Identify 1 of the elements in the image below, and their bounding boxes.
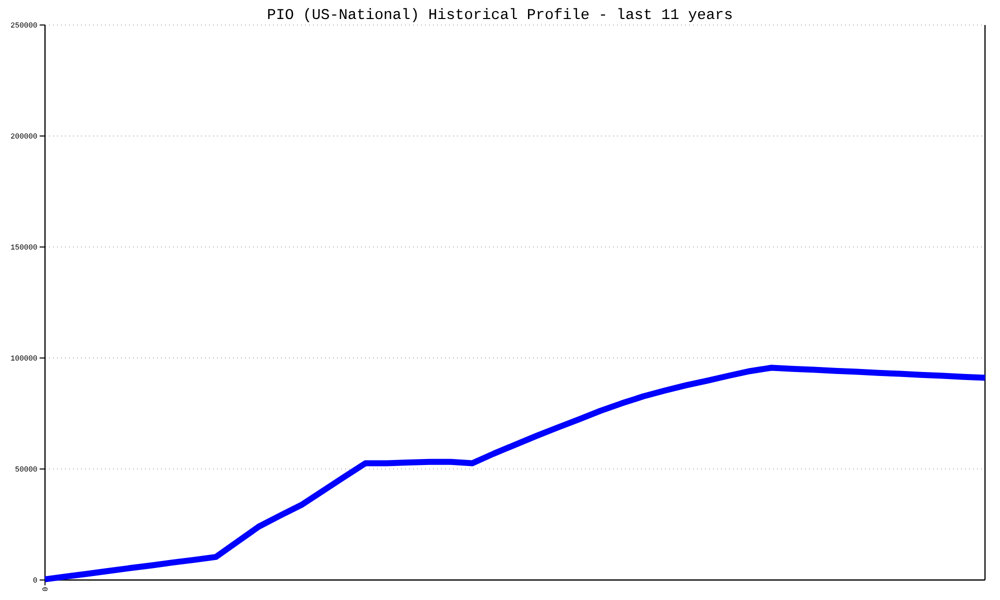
chart-title: PIO (US-National) Historical Profile - last 11 years bbox=[268, 8, 732, 22]
